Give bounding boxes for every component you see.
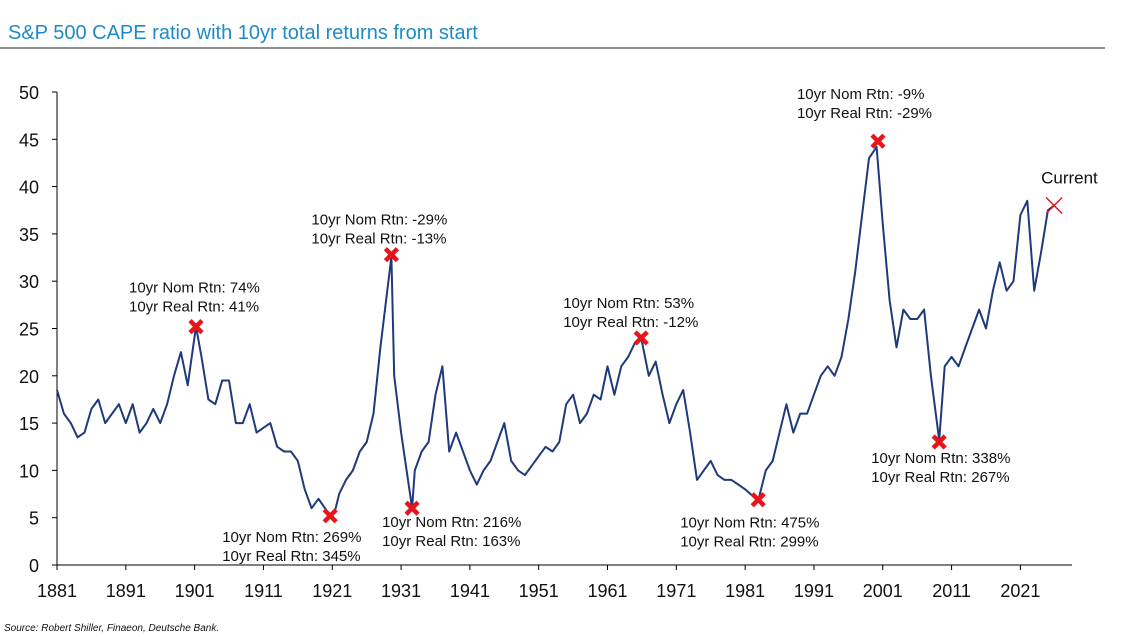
marker: [404, 500, 420, 516]
x-tick-label: 2021: [1000, 581, 1040, 601]
chart-title: S&P 500 CAPE ratio with 10yr total retur…: [8, 22, 478, 44]
y-tick-label: 25: [19, 320, 39, 340]
marker: [383, 247, 400, 263]
x-tick-label: 1881: [37, 581, 77, 601]
marker: [633, 330, 649, 346]
annotation-text: 10yr Nom Rtn: 74%: [129, 280, 260, 297]
y-tick-label: 10: [19, 461, 39, 481]
y-tick-label: 40: [19, 178, 39, 198]
annotation-text: 10yr Real Rtn: -29%: [797, 105, 932, 122]
x-tick-label: 1981: [725, 581, 765, 601]
source-note: Source: Robert Shiller, Finaeon, Deutsch…: [4, 623, 219, 634]
x-tick-label: 1991: [794, 581, 834, 601]
marker: [1045, 196, 1063, 215]
x-tick-label: 1921: [312, 581, 352, 601]
x-tick-label: 1911: [244, 581, 283, 601]
x-tick-label: 1901: [175, 581, 215, 601]
annotation-text: Current: [1041, 169, 1098, 188]
annotation-text: 10yr Nom Rtn: 475%: [680, 515, 819, 532]
x-tick-label: 1941: [450, 581, 490, 601]
marker: [750, 492, 766, 508]
annotation-text: 10yr Nom Rtn: 338%: [871, 450, 1010, 467]
y-tick-label: 5: [29, 509, 39, 529]
x-tick-label: 2001: [863, 581, 903, 601]
x-tick-label: 1891: [106, 581, 146, 601]
y-tick-label: 20: [19, 367, 39, 387]
annotation-text: 10yr Real Rtn: 345%: [222, 548, 360, 565]
y-tick-label: 35: [19, 225, 39, 245]
y-tick-label: 50: [19, 83, 39, 103]
annotation-text: 10yr Nom Rtn: -9%: [797, 86, 925, 103]
x-tick-label: 2011: [932, 581, 971, 601]
marker: [322, 508, 338, 524]
marker: [931, 434, 947, 450]
y-tick-label: 15: [19, 414, 39, 434]
annotation-text: 10yr Nom Rtn: 269%: [222, 529, 361, 546]
y-tick-label: 45: [19, 130, 39, 150]
marker: [870, 133, 886, 149]
x-tick-label: 1971: [656, 581, 696, 601]
annotation-text: 10yr Nom Rtn: -29%: [311, 212, 447, 229]
x-tick-label: 1951: [519, 581, 559, 601]
annotation-text: 10yr Nom Rtn: 216%: [382, 514, 521, 531]
annotation-text: 10yr Nom Rtn: 53%: [563, 295, 694, 312]
x-tick-label: 1961: [587, 581, 627, 601]
annotation-text: 10yr Real Rtn: 163%: [382, 533, 520, 550]
marker: [188, 319, 204, 335]
annotation-text: 10yr Real Rtn: 267%: [871, 469, 1009, 486]
annotation-text: 10yr Real Rtn: 299%: [680, 534, 818, 551]
annotation-text: 10yr Real Rtn: -13%: [311, 231, 446, 248]
y-tick-label: 0: [29, 556, 39, 576]
annotation-text: 10yr Real Rtn: -12%: [563, 314, 698, 331]
annotation-text: 10yr Real Rtn: 41%: [129, 299, 259, 316]
cape-line: [56, 145, 1055, 517]
x-tick-label: 1931: [381, 581, 421, 601]
y-tick-label: 30: [19, 272, 39, 292]
